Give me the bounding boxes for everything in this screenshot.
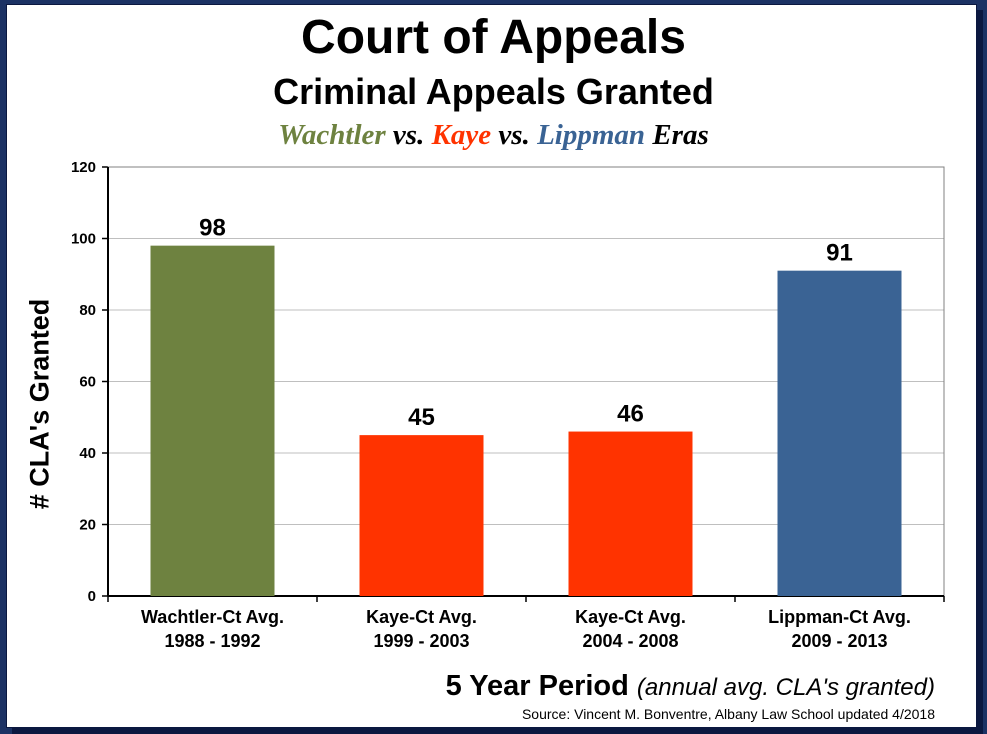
y-tick-label: 80: [79, 302, 96, 319]
eras-segment-2: Kaye: [431, 119, 492, 151]
x-tick-label: Kaye-Ct Avg.: [575, 607, 686, 627]
x-tick-label: 2009 - 2013: [791, 631, 887, 651]
bar: [359, 435, 484, 596]
data-label: 45: [408, 404, 435, 431]
eras-line: Wachtler vs. Kaye vs. Lippman Eras: [0, 117, 987, 153]
eras-segment-3: vs.: [491, 119, 538, 151]
y-tick-label: 100: [71, 231, 96, 248]
x-tick-label: 1999 - 2003: [373, 631, 469, 651]
y-axis-label: # CLA's Granted: [24, 298, 55, 510]
y-tick-label: 40: [79, 445, 96, 462]
y-tick-label: 20: [79, 517, 96, 534]
data-label: 98: [199, 215, 226, 242]
eras-segment-5: Eras: [645, 119, 709, 151]
y-tick-label: 120: [71, 159, 96, 176]
data-label: 91: [826, 240, 853, 267]
x-tick-label: Lippman-Ct Avg.: [768, 607, 911, 627]
data-label: 46: [617, 401, 644, 428]
chart-title: Court of Appeals: [301, 11, 686, 64]
bar: [777, 270, 902, 596]
eras-segment-0: Wachtler: [278, 119, 386, 151]
bar: [150, 245, 275, 596]
y-tick-label: 0: [88, 588, 96, 605]
x-axis-label-note: (annual avg. CLA's granted): [636, 674, 935, 701]
x-tick-label: Kaye-Ct Avg.: [366, 607, 477, 627]
x-axis-label-main: 5 Year Period: [445, 670, 629, 702]
chart-subtitle: Criminal Appeals Granted: [273, 71, 714, 112]
y-tick-label: 60: [79, 374, 96, 391]
x-tick-label: 1988 - 1992: [164, 631, 260, 651]
x-axis-label: 5 Year Period (annual avg. CLA's granted…: [446, 670, 935, 703]
x-tick-label: Wachtler-Ct Avg.: [141, 607, 284, 627]
x-tick-label: 2004 - 2008: [582, 631, 678, 651]
eras-segment-1: vs.: [385, 119, 432, 151]
eras-segment-4: Lippman: [537, 119, 646, 151]
source-note: Source: Vincent M. Bonventre, Albany Law…: [521, 706, 935, 722]
bar: [568, 431, 693, 596]
